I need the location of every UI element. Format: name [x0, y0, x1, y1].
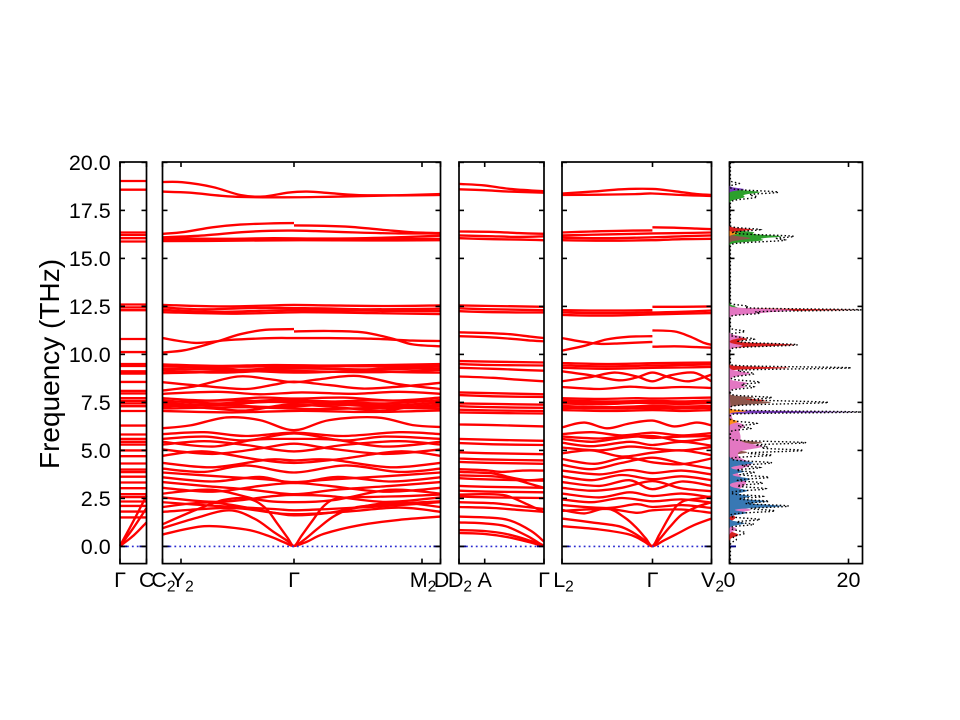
svg-text:Γ: Γ — [538, 568, 550, 592]
svg-text:20.0: 20.0 — [69, 151, 111, 175]
svg-text:M2: M2 — [410, 568, 437, 596]
svg-text:Γ: Γ — [647, 568, 659, 592]
svg-text:Γ: Γ — [114, 568, 126, 592]
svg-text:20: 20 — [837, 568, 861, 592]
svg-text:0: 0 — [724, 568, 736, 592]
svg-text:D: D — [434, 568, 450, 592]
svg-text:10.0: 10.0 — [69, 343, 111, 367]
svg-text:12.5: 12.5 — [69, 295, 111, 319]
svg-text:5.0: 5.0 — [81, 439, 111, 463]
svg-text:17.5: 17.5 — [69, 199, 111, 223]
svg-text:2.5: 2.5 — [81, 487, 111, 511]
svg-text:Frequency (THz): Frequency (THz) — [34, 259, 65, 469]
svg-text:C: C — [139, 568, 155, 592]
svg-text:0.0: 0.0 — [81, 535, 111, 559]
svg-text:A: A — [478, 568, 493, 592]
svg-text:Γ: Γ — [288, 568, 300, 592]
svg-text:7.5: 7.5 — [81, 391, 111, 415]
svg-text:15.0: 15.0 — [69, 247, 111, 271]
